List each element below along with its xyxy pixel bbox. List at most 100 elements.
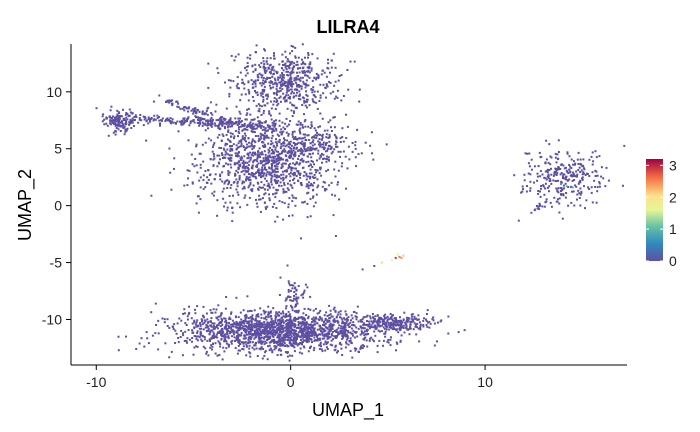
cell-point (268, 110, 271, 113)
cell-point (275, 101, 278, 103)
cell-point (242, 163, 245, 166)
cell-point (226, 148, 229, 151)
cell-point (264, 71, 267, 73)
cell-point (301, 337, 304, 340)
cell-point (335, 95, 338, 98)
cell-point (284, 145, 287, 148)
cell-point (297, 285, 300, 287)
cell-point (360, 345, 363, 348)
cell-point (323, 146, 326, 149)
cell-point (309, 308, 312, 311)
cell-point (233, 163, 236, 166)
cell-point (209, 329, 212, 332)
cell-point (289, 304, 292, 307)
cell-point (301, 71, 304, 74)
cell-point (105, 116, 108, 119)
cell-point (327, 67, 330, 70)
cell-point (405, 320, 408, 323)
cell-point (126, 127, 129, 130)
cell-point (390, 316, 392, 319)
cell-point (229, 125, 232, 128)
cell-point (230, 312, 232, 315)
cell-point (316, 312, 319, 315)
cell-point (236, 86, 239, 89)
cell-point (127, 115, 130, 118)
cell-point (330, 145, 333, 148)
cell-point (207, 122, 210, 125)
cell-point (290, 152, 293, 155)
cell-point (457, 331, 460, 334)
cell-point (297, 155, 300, 158)
cell-point (285, 175, 288, 178)
cell-point (236, 352, 239, 355)
cell-point (544, 177, 547, 180)
cell-point (237, 151, 240, 154)
cell-point (230, 166, 233, 169)
cell-point (285, 307, 287, 310)
cell-point (267, 66, 270, 69)
cell-point (273, 331, 275, 334)
cell-point (262, 137, 265, 140)
cell-point (265, 134, 268, 137)
cell-point (415, 333, 418, 336)
cell-point (224, 156, 227, 159)
cell-point (236, 202, 239, 205)
cell-point (211, 146, 214, 149)
cell-point (246, 177, 249, 180)
cell-point (329, 309, 332, 312)
cell-point (210, 139, 213, 142)
cell-point (308, 333, 311, 336)
cell-point (246, 295, 249, 298)
cell-point (528, 152, 531, 155)
cell-point (255, 347, 258, 350)
cell-point (203, 113, 206, 116)
cell-point (332, 330, 334, 333)
cell-point (561, 177, 564, 180)
cell-point (286, 87, 289, 90)
cell-point (302, 327, 305, 330)
cell-point (290, 77, 293, 80)
cell-point (212, 336, 215, 339)
cell-point (276, 159, 279, 162)
cell-point (539, 175, 542, 178)
cell-point (281, 72, 284, 74)
cell-point (261, 92, 264, 95)
cell-point (300, 325, 303, 328)
cell-point (409, 326, 412, 328)
cell-point (257, 182, 260, 185)
cell-point (195, 202, 198, 205)
cell-point (299, 329, 302, 332)
cell-point (109, 119, 111, 122)
cell-point (413, 317, 416, 320)
cell-point (255, 127, 258, 130)
cell-point (283, 342, 286, 345)
cell-point (269, 325, 272, 328)
cell-point (216, 67, 219, 70)
cell-point (213, 122, 216, 125)
cell-point (195, 164, 198, 167)
cell-point (301, 140, 304, 143)
cell-point (119, 115, 122, 117)
cell-point (103, 123, 106, 126)
cell-point (321, 319, 324, 322)
cell-point (572, 171, 574, 174)
cell-point (549, 201, 552, 204)
cell-point (278, 347, 281, 350)
cell-point (249, 57, 252, 60)
cell-point (394, 319, 397, 322)
cell-point (313, 163, 315, 166)
cell-point (277, 332, 280, 335)
cell-point (263, 354, 266, 357)
cell-point (299, 121, 302, 124)
cell-point (399, 339, 402, 342)
cell-point (288, 320, 291, 323)
cell-point (311, 53, 314, 56)
expressing-cell-point (396, 253, 399, 256)
cell-point (318, 339, 321, 341)
cell-point (267, 330, 270, 333)
cell-point (349, 350, 352, 352)
cell-point (199, 176, 202, 179)
cell-point (253, 118, 256, 121)
cell-point (270, 177, 273, 180)
cell-point (322, 180, 325, 183)
